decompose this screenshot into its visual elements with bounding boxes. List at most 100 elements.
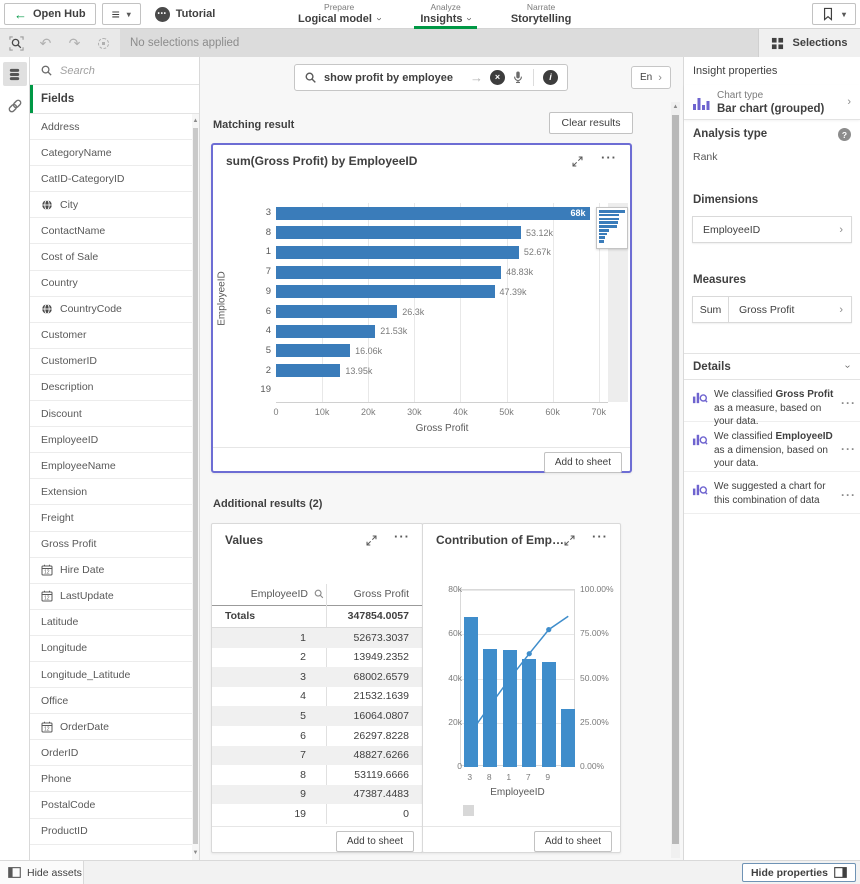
add-to-sheet-button[interactable]: Add to sheet <box>533 831 612 852</box>
bar[interactable] <box>276 344 351 358</box>
add-to-sheet-button[interactable]: Add to sheet <box>543 452 622 473</box>
table-row[interactable]: 5 16064.0807 <box>212 706 422 726</box>
clear-search-icon[interactable]: × <box>490 70 505 85</box>
detail-item[interactable]: We classified EmployeeID as a dimension,… <box>684 422 860 472</box>
selections-tool-button[interactable]: Selections <box>758 29 860 57</box>
tab-prepare[interactable]: Prepare Logical model › <box>292 0 386 29</box>
bar[interactable] <box>541 662 556 767</box>
field-item[interactable]: CatID-CategoryID <box>30 166 192 193</box>
measure-row[interactable]: Sum Gross Profit › <box>692 296 852 323</box>
global-menu-button[interactable]: ≡ ▾ <box>101 3 141 25</box>
more-menu-icon[interactable]: ··· <box>394 529 410 544</box>
values-card[interactable]: Values ··· EmployeeID Gross Profit Total… <box>211 523 423 853</box>
expand-icon[interactable] <box>365 534 378 547</box>
content-scrollbar[interactable]: ▲ <box>671 102 680 858</box>
field-item[interactable]: Discount <box>30 401 192 428</box>
more-menu-icon[interactable]: ··· <box>841 441 856 456</box>
bar[interactable] <box>463 616 478 767</box>
field-item[interactable]: EmployeeID <box>30 427 192 454</box>
insight-search-box[interactable]: show profit by employee → × i <box>294 64 568 91</box>
field-item[interactable]: CategoryName <box>30 140 192 167</box>
field-item[interactable]: Latitude <box>30 610 192 636</box>
bookmark-button[interactable]: ▾ <box>811 3 856 25</box>
field-item[interactable]: Extension <box>30 479 192 506</box>
table-row[interactable]: 1 52673.3037 <box>212 628 422 648</box>
scroll-down-icon[interactable]: ▼ <box>192 850 199 856</box>
field-item[interactable]: 12 OrderDate <box>30 714 192 741</box>
field-item[interactable]: Office <box>30 688 192 715</box>
links-tab[interactable] <box>3 94 27 118</box>
help-icon[interactable]: ? <box>838 128 851 141</box>
field-item[interactable]: City <box>30 192 192 219</box>
expand-icon[interactable] <box>571 155 584 168</box>
smart-search-icon[interactable] <box>2 29 31 57</box>
bar[interactable] <box>502 650 517 767</box>
bar[interactable] <box>276 226 521 240</box>
detail-item[interactable]: We classified Gross Profit as a measure,… <box>684 380 860 427</box>
field-item[interactable]: Gross Profit <box>30 532 192 558</box>
field-item[interactable]: Cost of Sale <box>30 244 192 271</box>
add-to-sheet-button[interactable]: Add to sheet <box>335 831 414 852</box>
bar[interactable] <box>276 364 341 378</box>
scroll-up-icon[interactable]: ▲ <box>192 118 199 124</box>
bar[interactable] <box>276 206 590 220</box>
expand-icon[interactable] <box>563 534 576 547</box>
detail-item[interactable]: We suggested a chart for this combinatio… <box>684 472 860 514</box>
matching-result-card[interactable]: sum(Gross Profit) by EmployeeID ··· 0 10k… <box>211 143 632 473</box>
contribution-card[interactable]: Contribution of Employe... ··· 0 20k 40k 60… <box>422 523 621 853</box>
submit-arrow-icon[interactable]: → <box>470 70 483 85</box>
bar[interactable] <box>522 658 537 767</box>
table-row[interactable]: 4 21532.1639 <box>212 687 422 707</box>
field-item[interactable]: 12 Hire Date <box>30 558 192 584</box>
field-item[interactable]: Longitude <box>30 636 192 662</box>
field-item[interactable]: CountryCode <box>30 297 192 323</box>
field-item[interactable]: EmployeeName <box>30 453 192 480</box>
field-item[interactable]: Address <box>30 114 192 141</box>
microphone-icon[interactable] <box>512 70 524 85</box>
field-item[interactable]: PostalCode <box>30 792 192 819</box>
app-title-group[interactable]: ••• Tutorial <box>154 6 215 22</box>
language-button[interactable]: En › <box>631 66 671 89</box>
field-item[interactable]: ContactName <box>30 218 192 245</box>
tab-analyze[interactable]: Analyze Insights › <box>414 0 477 29</box>
bar[interactable] <box>561 708 576 767</box>
field-item[interactable]: Country <box>30 271 192 297</box>
bar[interactable] <box>276 285 495 299</box>
dimension-row[interactable]: EmployeeID › <box>692 216 852 243</box>
step-back-icon[interactable]: ↶ <box>39 34 52 51</box>
field-item[interactable]: Customer <box>30 323 192 349</box>
step-forward-icon[interactable]: ↷ <box>68 34 81 51</box>
more-menu-icon[interactable]: ··· <box>592 529 608 544</box>
column-header-grossprofit[interactable]: Gross Profit <box>353 588 409 600</box>
hide-assets-button[interactable]: Hide assets <box>0 861 84 884</box>
clear-selections-icon[interactable] <box>89 29 118 57</box>
more-menu-icon[interactable]: ··· <box>841 396 856 411</box>
field-item[interactable]: CustomerID <box>30 349 192 375</box>
search-query-text[interactable]: show profit by employee <box>324 71 453 84</box>
table-row[interactable]: 2 13949.2352 <box>212 648 422 668</box>
more-menu-icon[interactable]: ··· <box>841 488 856 503</box>
scroll-up-icon[interactable]: ▲ <box>672 104 679 110</box>
open-hub-button[interactable]: ← Open Hub <box>4 3 96 25</box>
bar[interactable] <box>276 305 398 318</box>
column-search-icon[interactable] <box>313 588 325 600</box>
asset-search-input[interactable] <box>60 64 160 77</box>
tab-narrate[interactable]: Narrate Storytelling <box>505 0 578 29</box>
clear-results-button[interactable]: Clear results <box>549 112 633 134</box>
legend-swatch[interactable] <box>463 805 474 816</box>
bar[interactable] <box>483 649 498 767</box>
aggregation-cell[interactable]: Sum <box>693 297 729 322</box>
field-item[interactable]: ProductID <box>30 819 192 845</box>
bar[interactable] <box>276 245 519 259</box>
hide-properties-button[interactable]: Hide properties <box>741 863 856 882</box>
table-row[interactable]: 3 68002.6579 <box>212 667 422 687</box>
bar[interactable] <box>276 324 376 338</box>
column-header-employeeid[interactable]: EmployeeID <box>250 588 308 600</box>
table-row[interactable]: 6 26297.8228 <box>212 726 422 746</box>
fields-scrollbar[interactable]: ▲ ▼ <box>192 114 199 860</box>
field-item[interactable]: Freight <box>30 505 192 532</box>
table-row[interactable]: 19 0 <box>212 804 422 824</box>
field-item[interactable]: Phone <box>30 766 192 793</box>
table-row[interactable]: 7 48827.6266 <box>212 745 422 766</box>
field-item[interactable]: OrderID <box>30 740 192 767</box>
